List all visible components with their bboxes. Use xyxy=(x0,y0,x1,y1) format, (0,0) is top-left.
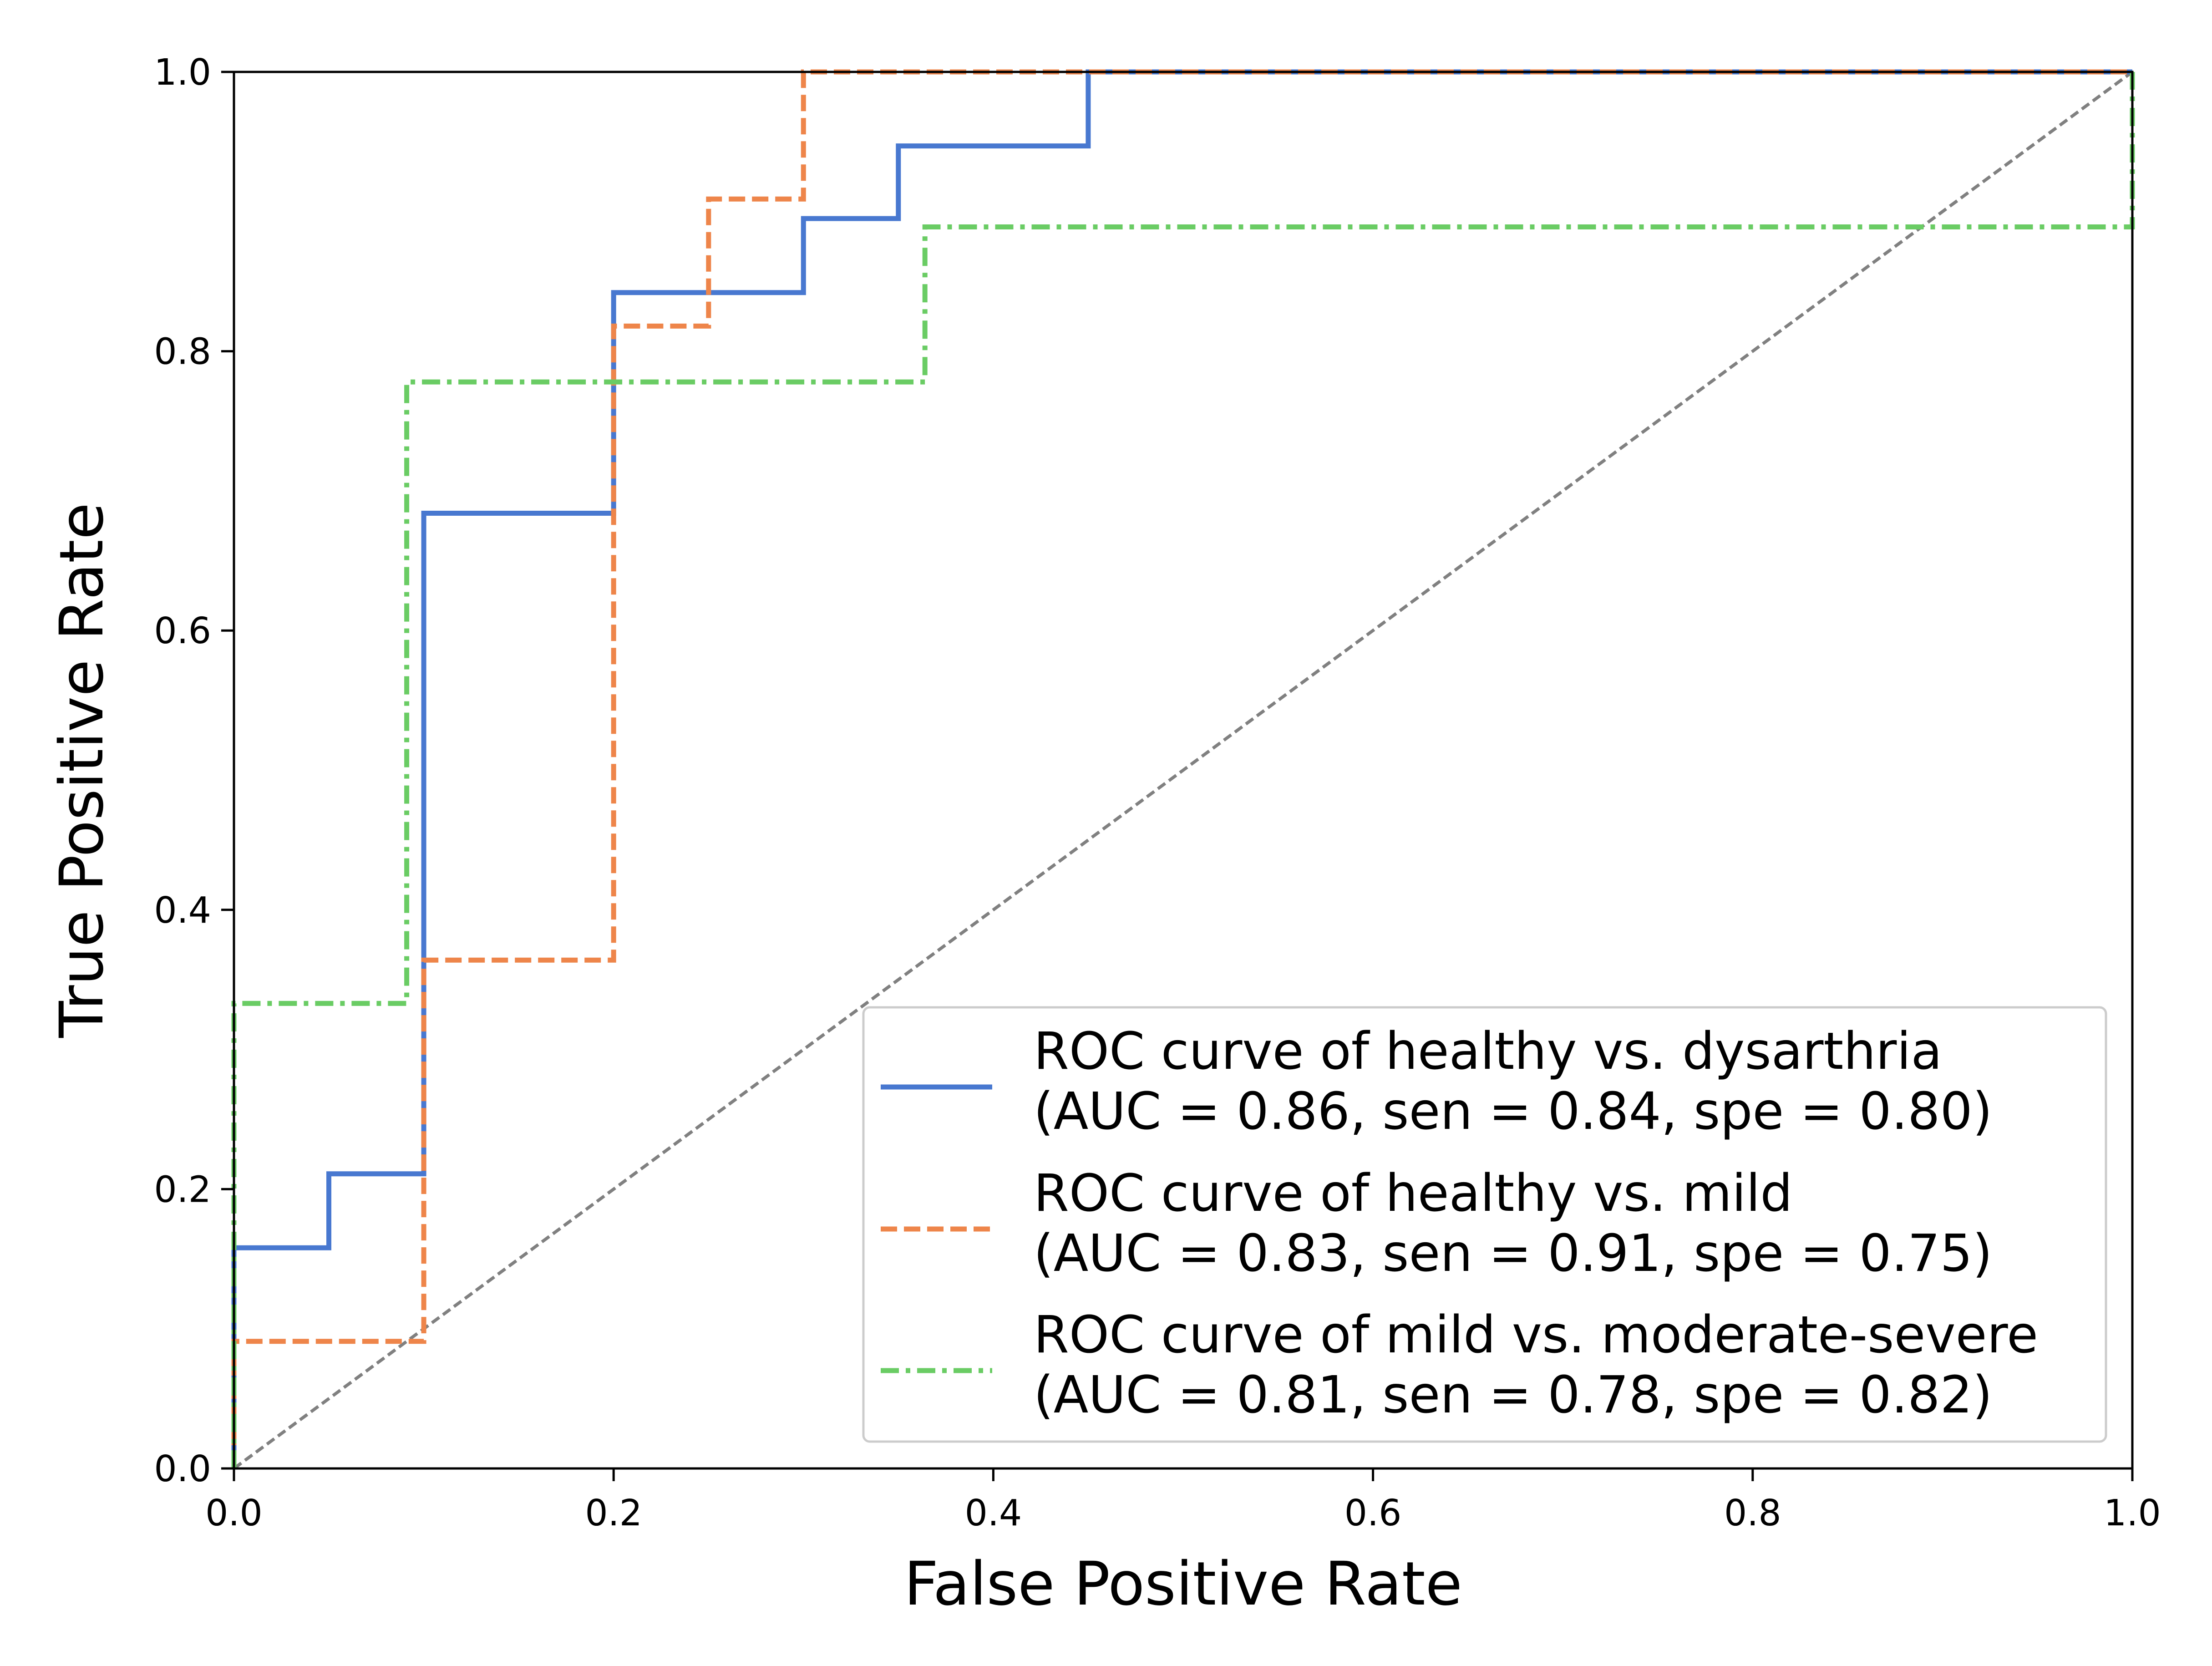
legend-label-line2: (AUC = 0.83, sen = 0.91, spe = 0.75) xyxy=(1034,1224,1992,1283)
y-tick-label: 0.6 xyxy=(154,610,211,652)
y-tick-label: 0.8 xyxy=(154,331,211,373)
x-tick-label: 0.0 xyxy=(205,1492,263,1534)
y-tick-label: 0.0 xyxy=(154,1448,211,1490)
legend-label-line1: ROC curve of mild vs. moderate-severe xyxy=(1034,1305,2038,1365)
roc-series-line-2 xyxy=(231,69,2132,1468)
y-tick-label: 1.0 xyxy=(154,51,211,93)
plot-frame xyxy=(233,71,2134,1470)
reference-layer xyxy=(233,71,2134,1470)
legend: ROC curve of healthy vs. dysarthria(AUC … xyxy=(862,1006,2107,1443)
y-tick-label: 0.4 xyxy=(154,889,211,931)
x-tick-label: 1.0 xyxy=(2104,1492,2161,1534)
x-tick-label: 0.6 xyxy=(1344,1492,1402,1534)
legend-label-line2: (AUC = 0.81, sen = 0.78, spe = 0.82) xyxy=(1034,1366,1992,1425)
y-tick-label: 0.2 xyxy=(154,1168,211,1210)
roc-series-line-3 xyxy=(231,72,2135,1468)
legend-label-line1: ROC curve of healthy vs. dysarthria xyxy=(1034,1022,1942,1081)
x-tick-label: 0.4 xyxy=(965,1492,1022,1534)
y-axis-label: True Positive Rate xyxy=(47,503,117,1038)
x-axis-label: False Positive Rate xyxy=(904,1549,1462,1619)
y-axis-ticks: 0.0 0.2 0.4 0.6 0.8 1.0 xyxy=(154,51,234,1490)
chance-diagonal-line xyxy=(233,71,2134,1470)
roc-series-line-1 xyxy=(231,69,2132,1468)
series-layer xyxy=(231,69,2135,1468)
x-tick-label: 0.2 xyxy=(585,1492,642,1534)
legend-box xyxy=(862,1006,2107,1443)
legend-label-line2: (AUC = 0.86, sen = 0.84, spe = 0.80) xyxy=(1034,1082,1992,1141)
legend-label-line1: ROC curve of healthy vs. mild xyxy=(1034,1164,1792,1223)
x-tick-label: 0.8 xyxy=(1724,1492,1781,1534)
x-axis-ticks: 0.0 0.2 0.4 0.6 0.8 1.0 xyxy=(205,1468,2161,1534)
